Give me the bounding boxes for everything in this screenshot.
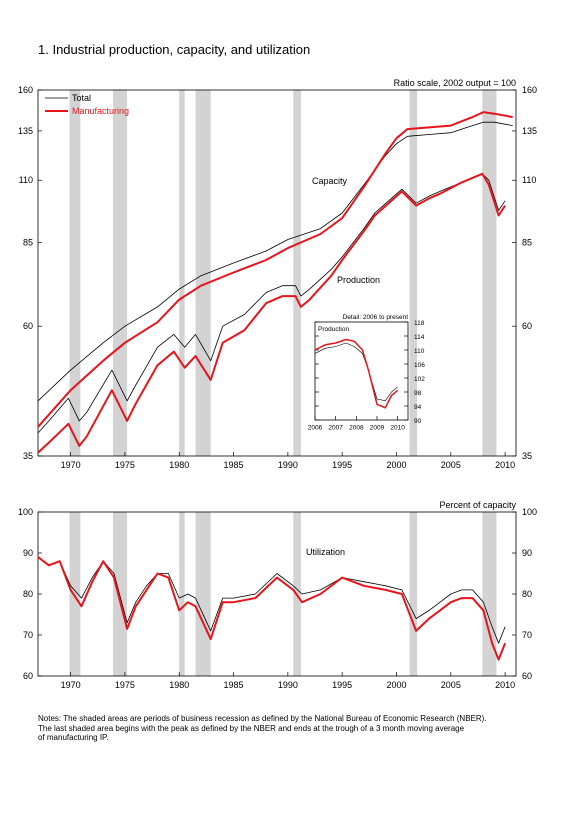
x-tick-label: 1985 (224, 460, 244, 470)
x-tick-label: 1975 (115, 460, 135, 470)
x-tick-label: 2006 (308, 425, 323, 432)
production-annotation: Production (337, 275, 380, 285)
y-tick-label-right: 70 (522, 630, 532, 640)
plot-frame (314, 321, 409, 421)
y-tick-label-right: 90 (522, 548, 532, 558)
inset-subtitle: Production (318, 326, 349, 333)
legend-label-manufacturing: Manufacturing (72, 106, 129, 116)
plot-frame (37, 89, 517, 457)
inset-background (315, 322, 408, 420)
inset-title: Detail: 2006 to present (343, 314, 409, 321)
detail-inset-chart: 90 94 98 102 106 110 114 118 2006 2007 2008 2009 201… (308, 314, 425, 432)
recession-band (195, 90, 211, 456)
y-tick-label-right: 98 (414, 390, 422, 397)
y-tick-label-right: 100 (522, 507, 537, 517)
recession-band (69, 90, 81, 456)
recession-band (293, 90, 301, 456)
y-tick-label-right: 94 (414, 404, 422, 411)
plot-frame (37, 511, 517, 677)
y-tick-label-right: 118 (414, 320, 425, 327)
y-tick-label-left: 60 (23, 321, 33, 331)
x-tick-label: 1980 (169, 680, 189, 690)
recession-band (482, 512, 497, 676)
notes-line-3: of manufacturing IP. (38, 733, 109, 742)
ip-capacity-chart: 35 35 60 60 85 85 110 110 135 135 160 160 1970 1975 19… (18, 78, 537, 470)
x-tick-label: 1980 (169, 460, 189, 470)
x-tick-label: 2000 (386, 460, 406, 470)
capacity-annotation: Capacity (312, 176, 348, 186)
x-tick-label: 1970 (61, 680, 81, 690)
recession-band (69, 512, 81, 676)
recession-band (112, 512, 128, 676)
series-line-total-production (37, 173, 506, 434)
y-tick-label-left: 80 (23, 589, 33, 599)
y-tick-label-left: 135 (18, 126, 33, 136)
x-tick-label: 2007 (328, 425, 343, 432)
y-tick-label-left: 110 (19, 175, 33, 185)
y-tick-label-right: 35 (522, 451, 532, 461)
y-tick-label-left: 160 (18, 85, 33, 95)
legend-label-total: Total (72, 93, 91, 103)
utilization-annotation: Utilization (306, 547, 345, 557)
y-tick-label-right: 114 (414, 334, 425, 341)
y-tick-label-left: 100 (18, 507, 33, 517)
y-tick-label-left: 70 (23, 630, 33, 640)
y-tick-label-right: 110 (522, 175, 536, 185)
recession-band (112, 90, 128, 456)
y-tick-label-right: 85 (522, 237, 532, 247)
y-tick-label-right: 80 (522, 589, 532, 599)
recession-band (195, 512, 211, 676)
utilization-scale-note: Percent of capacity (439, 500, 516, 510)
y-tick-label-right: 110 (414, 348, 425, 355)
series-line-manufacturing-capacity (37, 111, 513, 428)
utilization-chart: 60 60 70 70 80 80 90 90 100 100 1970 1975 1980 1985 19… (18, 500, 537, 690)
x-tick-label: 1970 (61, 460, 81, 470)
recession-band (482, 90, 497, 456)
x-tick-label: 1975 (115, 680, 135, 690)
series-line-manufacturing-production (37, 172, 506, 454)
series-line-total (314, 342, 398, 402)
series-line-total-capacity (37, 121, 513, 402)
x-tick-label: 2000 (386, 680, 406, 690)
y-tick-label-right: 102 (414, 376, 425, 383)
x-tick-label: 2010 (495, 460, 515, 470)
series-line-manufacturing (37, 556, 507, 661)
y-tick-label-right: 90 (414, 418, 422, 425)
x-tick-label: 2009 (370, 425, 385, 432)
y-tick-label-right: 106 (414, 362, 425, 369)
y-tick-label-left: 85 (23, 237, 33, 247)
recession-band (179, 90, 185, 456)
x-tick-label: 1990 (278, 680, 298, 690)
x-tick-label: 2008 (349, 425, 364, 432)
x-tick-label: 2005 (441, 680, 461, 690)
x-tick-label: 2010 (390, 425, 405, 432)
recession-band (179, 512, 185, 676)
y-tick-label-right: 135 (522, 126, 537, 136)
x-tick-label: 1985 (224, 680, 244, 690)
y-tick-label-left: 90 (23, 548, 33, 558)
x-tick-label: 1995 (332, 680, 352, 690)
recession-band (409, 512, 418, 676)
y-tick-label-right: 160 (522, 85, 537, 95)
recession-band (409, 90, 418, 456)
x-tick-label: 2005 (441, 460, 461, 470)
x-tick-label: 1990 (278, 460, 298, 470)
chart-notes: Notes: The shaded areas are periods of b… (38, 714, 558, 743)
notes-line-2: The last shaded area begins with the pea… (38, 723, 465, 733)
x-tick-label: 2010 (495, 680, 515, 690)
page-title: 1. Industrial production, capacity, and … (38, 42, 311, 57)
y-tick-label-left: 60 (23, 671, 33, 681)
y-tick-label-left: 35 (23, 451, 33, 461)
x-tick-label: 1995 (332, 460, 352, 470)
series-line-manufacturing (314, 338, 399, 409)
y-tick-label-right: 60 (522, 321, 532, 331)
scale-note: Ratio scale, 2002 output = 100 (394, 78, 516, 88)
notes-line-1: Notes: The shaded areas are periods of b… (38, 714, 487, 723)
y-tick-label-right: 60 (522, 671, 532, 681)
